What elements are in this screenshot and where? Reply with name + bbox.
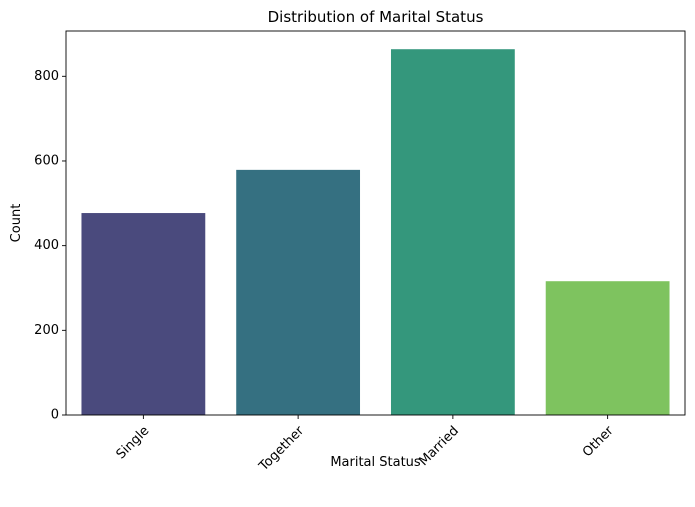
x-tick-label: Married <box>416 423 462 469</box>
x-tick-label: Together <box>256 423 308 475</box>
y-tick-label: 400 <box>34 238 59 253</box>
x-tick-label: Other <box>580 423 617 460</box>
bar-other <box>545 281 670 415</box>
y-axis-title: Count <box>9 204 24 243</box>
bar-married <box>390 49 515 416</box>
y-tick-label: 0 <box>51 408 59 423</box>
y-tick-label: 200 <box>34 323 59 338</box>
bars-group <box>81 49 670 416</box>
x-axis-title: Marital Status <box>330 455 421 470</box>
y-tick-label: 600 <box>34 153 59 168</box>
plot-frame <box>65 30 686 416</box>
bar-single <box>81 213 206 415</box>
chart-title: Distribution of Marital Status <box>268 8 484 26</box>
y-axis-ticks: 0 200 400 600 800 <box>34 69 66 423</box>
y-tick-label: 800 <box>34 69 59 84</box>
bar-together <box>236 169 361 415</box>
x-tick-label: Single <box>114 423 153 462</box>
